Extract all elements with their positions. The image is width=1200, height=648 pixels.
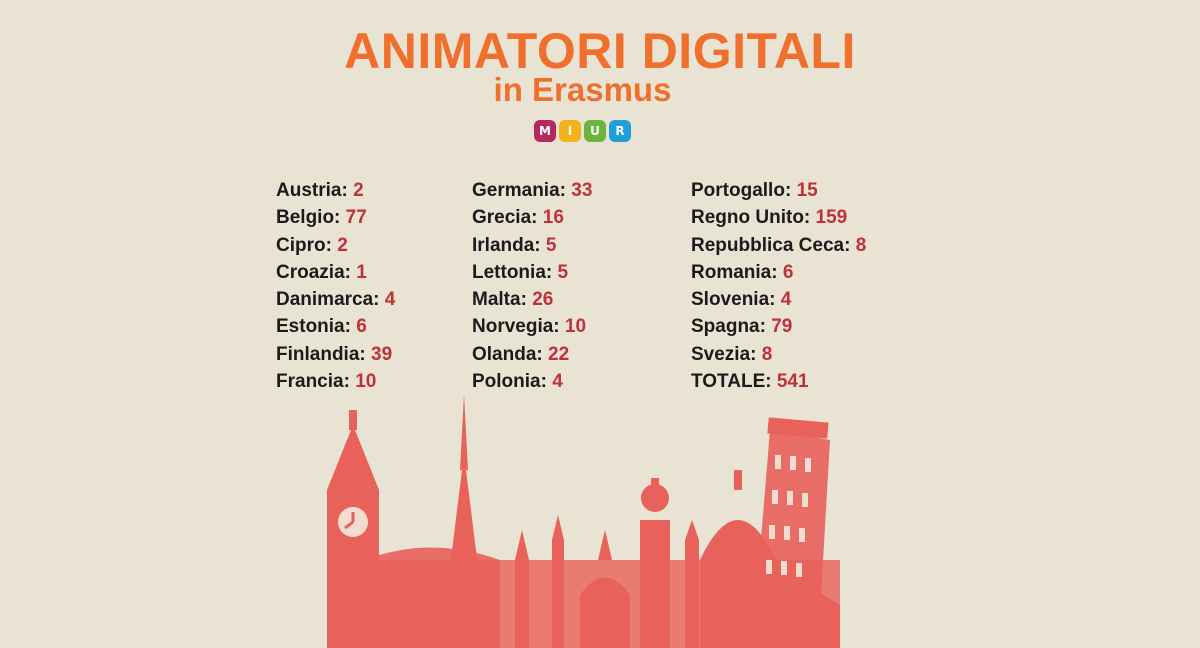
country-entry: Olanda: 22: [472, 341, 592, 368]
country-entry: Estonia: 6: [276, 313, 395, 340]
country-name: Portogallo:: [691, 180, 792, 201]
animator-count: 4: [384, 289, 396, 311]
animator-count: 33: [571, 180, 593, 201]
country-name: Francia:: [276, 371, 350, 393]
animator-count: 39: [371, 343, 393, 365]
logo-letter-m: M: [534, 120, 556, 142]
country-entry: Portogallo: 15: [691, 177, 866, 204]
country-name: Belgio:: [276, 207, 341, 229]
logo-letter-u: U: [584, 120, 606, 142]
animator-count: 26: [532, 289, 554, 311]
page-title: ANIMATORI DIGITALI: [344, 23, 856, 79]
country-entry: Polonia: 4: [472, 368, 592, 395]
country-name: Regno Unito:: [691, 207, 811, 229]
country-name: Austria:: [276, 180, 348, 201]
country-entry: Austria: 2: [276, 177, 395, 204]
page-subtitle: in Erasmus: [493, 71, 672, 108]
country-entry: Irlanda: 5: [472, 232, 592, 259]
country-list-column-1: Austria: 2 Belgio: 77 Cipro: 2 Croazia: 1 Da…: [276, 177, 395, 395]
country-entry: Cipro: 2: [276, 232, 395, 259]
country-name: Germania:: [472, 180, 566, 201]
animator-count: 79: [771, 316, 793, 338]
animator-count: 2: [353, 180, 364, 201]
animator-count: 159: [815, 207, 848, 229]
country-name: Svezia:: [691, 343, 757, 365]
animator-count: 10: [564, 316, 587, 338]
country-entry: Norvegia: 10: [472, 313, 592, 340]
country-name: Grecia:: [472, 207, 538, 229]
animator-count: 77: [345, 207, 367, 229]
country-name: TOTALE:: [691, 371, 772, 393]
logo-letter-i: I: [559, 120, 581, 142]
animator-count: 541: [776, 371, 809, 393]
country-name: Slovenia:: [691, 289, 776, 311]
animator-count: 2: [337, 234, 348, 256]
country-list-column-2: Germania: 33 Grecia: 16 Irlanda: 5 Lettonia…: [472, 177, 592, 395]
animator-count: 16: [542, 207, 564, 229]
animator-count: 5: [545, 234, 557, 256]
animator-count: 6: [782, 261, 794, 283]
country-entry: Slovenia: 4: [691, 286, 866, 313]
animator-count: 10: [355, 371, 377, 393]
animator-count: 1: [356, 261, 367, 283]
country-entry: Francia: 10: [276, 368, 395, 395]
country-entry: Svezia: 8: [691, 341, 866, 368]
miur-logo: M I U R: [534, 120, 631, 142]
animator-count: 4: [780, 289, 792, 311]
country-name: Romania:: [691, 261, 778, 283]
country-entry: Danimarca: 4: [276, 286, 395, 313]
country-entry: Malta: 26: [472, 286, 592, 313]
country-entry: Lettonia: 5: [472, 259, 592, 286]
animator-count: 8: [761, 343, 773, 365]
animator-count: 4: [552, 371, 563, 393]
country-entry: Finlandia: 39: [276, 341, 395, 368]
country-entry: Romania: 6: [691, 259, 866, 286]
country-name: Lettonia:: [472, 261, 553, 283]
country-list-column-3: Portogallo: 15 Regno Unito: 159 Repubblica…: [691, 177, 866, 395]
country-name: Norvegia:: [472, 316, 560, 338]
country-entry: Germania: 33: [472, 177, 592, 204]
country-name: Spagna:: [691, 316, 766, 338]
country-entry: Spagna: 79: [691, 313, 866, 340]
country-name: Malta:: [472, 289, 527, 311]
country-name: Polonia:: [472, 371, 547, 393]
animator-count: 22: [548, 343, 570, 365]
country-entry: TOTALE: 541: [691, 368, 866, 395]
country-name: Croazia:: [276, 261, 351, 283]
animator-count: 5: [557, 261, 569, 283]
country-name: Cipro:: [276, 234, 332, 256]
country-entry: Regno Unito: 159: [691, 204, 866, 231]
country-name: Repubblica Ceca:: [691, 234, 851, 256]
country-entry: Belgio: 77: [276, 204, 395, 231]
animator-count: 6: [356, 316, 367, 338]
animator-count: 15: [796, 180, 818, 201]
logo-letter-r: R: [609, 120, 631, 142]
country-name: Danimarca:: [276, 289, 380, 311]
country-name: Finlandia:: [276, 343, 366, 365]
country-entry: Grecia: 16: [472, 204, 592, 231]
country-entry: Croazia: 1: [276, 259, 395, 286]
country-name: Olanda:: [472, 343, 543, 365]
country-name: Irlanda:: [472, 234, 541, 256]
country-entry: Repubblica Ceca: 8: [691, 232, 866, 259]
animator-count: 8: [855, 234, 867, 256]
country-name: Estonia:: [276, 316, 351, 338]
